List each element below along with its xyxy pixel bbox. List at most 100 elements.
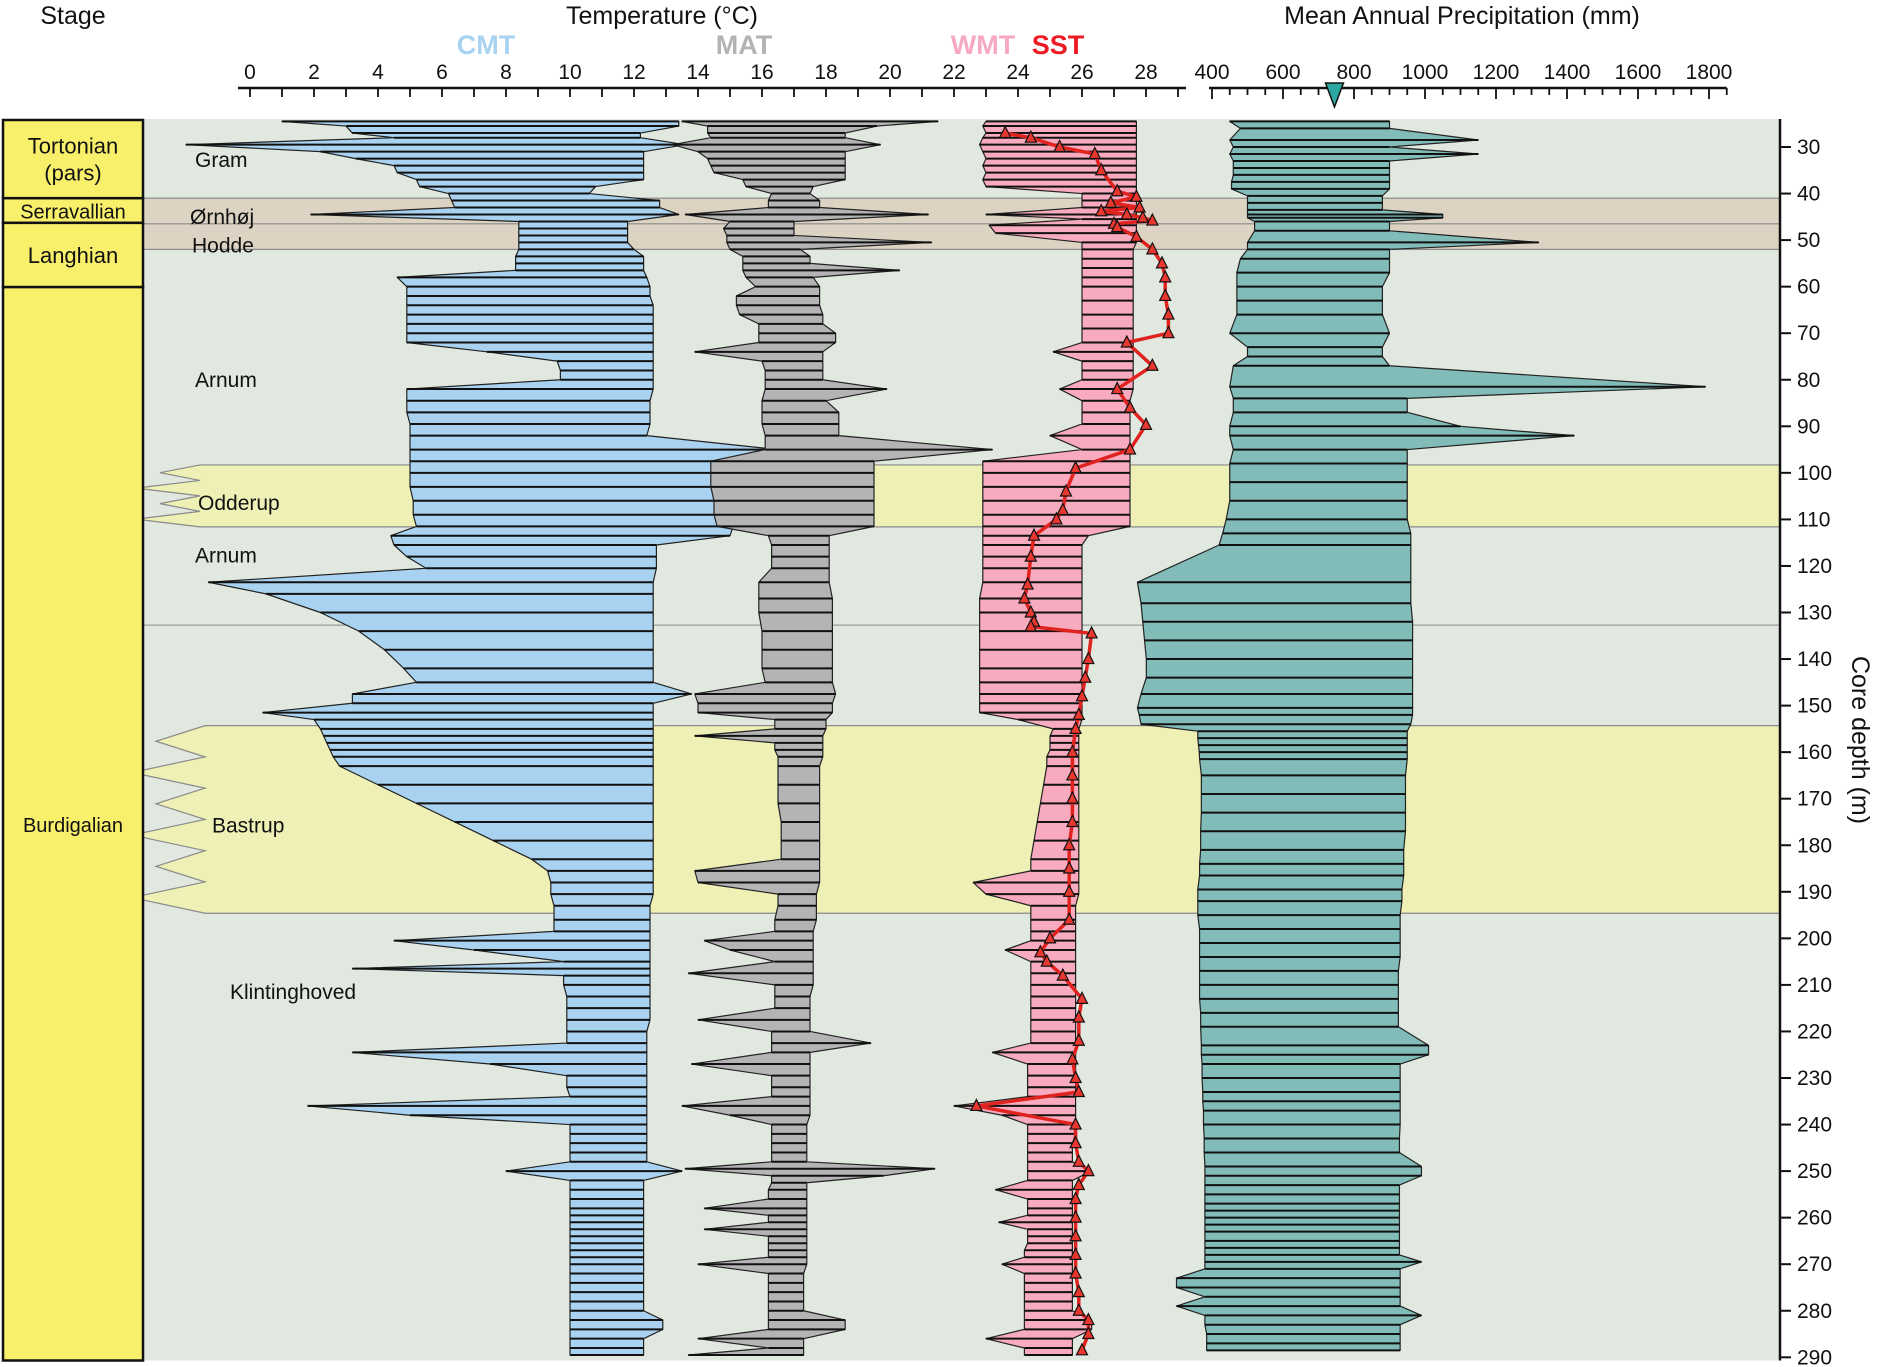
- formation-label: Gram: [195, 149, 248, 172]
- formation-label: Klintinghoved: [230, 981, 356, 1004]
- sst-triangle-marker: [1062, 911, 1076, 925]
- precipitation-range-area: [1136, 120, 1707, 1352]
- temperature-axis-title: Temperature (°C): [566, 2, 758, 30]
- sst-triangle-marker: [1085, 625, 1099, 639]
- temperature-tick-label: 22: [942, 61, 965, 84]
- wmt-range-area: [953, 120, 1137, 1356]
- wmt-series-label: WMT: [951, 30, 1016, 60]
- depth-tick-label: 210: [1797, 974, 1832, 997]
- depth-tick-label: 280: [1797, 1300, 1832, 1323]
- depth-tick-label: 250: [1797, 1160, 1832, 1183]
- sst-triangle-marker: [1069, 1116, 1083, 1130]
- precipitation-tick-label: 1600: [1615, 61, 1662, 84]
- cmt-range-area: [185, 120, 779, 1356]
- mat-range-area: [671, 120, 993, 1356]
- sst-triangle-marker: [1123, 399, 1137, 413]
- sst-triangle-marker: [1075, 688, 1089, 702]
- precipitation-tick-label: 1200: [1473, 61, 1520, 84]
- sst-triangle-marker: [1065, 744, 1079, 758]
- sst-triangle-marker: [1024, 548, 1038, 562]
- depth-tick-label: 220: [1797, 1020, 1832, 1043]
- sst-triangle-marker: [1069, 1191, 1083, 1205]
- sst-triangle-marker: [1158, 288, 1172, 302]
- sst-triangle-marker: [1155, 255, 1169, 269]
- depth-tick-label: 230: [1797, 1067, 1832, 1090]
- depth-tick-label: 170: [1797, 788, 1832, 811]
- sst-triangle-marker: [1024, 618, 1038, 632]
- sst-triangle-marker: [1053, 139, 1067, 153]
- sst-triangle-marker: [1059, 483, 1073, 497]
- sst-triangle-marker: [1133, 199, 1147, 213]
- sst-triangle-marker: [1072, 1009, 1086, 1023]
- sst-triangle-marker: [1069, 1265, 1083, 1279]
- sst-triangle-marker: [1062, 837, 1076, 851]
- sst-triangle-marker: [1072, 1084, 1086, 1098]
- sst-triangle-marker: [1120, 334, 1134, 348]
- sst-triangle-marker: [1123, 441, 1137, 455]
- sst-triangle-marker: [1049, 511, 1063, 525]
- sst-triangle-marker: [1065, 814, 1079, 828]
- depth-tick-label: 140: [1797, 648, 1832, 671]
- sst-triangle-marker: [1136, 209, 1150, 223]
- precipitation-tick-label: 1400: [1544, 61, 1591, 84]
- depth-tick-label: 200: [1797, 927, 1832, 950]
- precipitation-tick-label: 1000: [1402, 61, 1449, 84]
- sst-triangle-marker: [1072, 1032, 1086, 1046]
- temperature-tick-label: 26: [1070, 61, 1093, 84]
- formation-label: Odderup: [198, 492, 280, 515]
- modern-precipitation-marker: [1324, 82, 1345, 110]
- sst-triangle-marker: [1158, 269, 1172, 283]
- sst-triangle-marker: [1110, 183, 1124, 197]
- cmt-series-label: CMT: [457, 30, 516, 60]
- temperature-tick-label: 6: [436, 61, 448, 84]
- sst-triangle-marker: [1081, 651, 1095, 665]
- sst-triangle-marker: [1075, 1342, 1089, 1356]
- sst-triangle-marker: [1065, 1051, 1079, 1065]
- stage-column-title: Stage: [40, 2, 105, 30]
- temperature-tick-label: 10: [558, 61, 581, 84]
- depth-tick-label: 30: [1797, 136, 1820, 159]
- precipitation-tick-label: 600: [1265, 61, 1300, 84]
- sst-triangle-marker: [1139, 417, 1153, 431]
- sst-triangle-marker: [1072, 1177, 1086, 1191]
- sst-triangle-marker: [1062, 860, 1076, 874]
- sst-triangle-marker: [1110, 381, 1124, 395]
- stage-box: [1, 118, 145, 200]
- sst-triangle-marker: [1033, 944, 1047, 958]
- depth-tick-label: 180: [1797, 834, 1832, 857]
- temperature-tick-label: 16: [750, 61, 773, 84]
- sst-triangle-marker: [1021, 576, 1035, 590]
- temperature-tick-label: 18: [814, 61, 837, 84]
- precipitation-tick-label: 800: [1336, 61, 1371, 84]
- axes: 0 2 4 6 8 10 12 14 16 18 20 22 24 26 28 400 600 800 1000 12…: [238, 61, 1832, 1367]
- temperature-tick-label: 20: [878, 61, 901, 84]
- sst-triangle-marker: [969, 1098, 983, 1112]
- sst-triangle-marker: [1062, 883, 1076, 897]
- stage-label: (pars): [44, 161, 101, 186]
- temperature-tick-label: 14: [686, 61, 710, 84]
- depth-tick-label: 60: [1797, 276, 1820, 299]
- formation-label: Hodde: [192, 235, 254, 258]
- temperature-tick-label: 28: [1134, 61, 1157, 84]
- depth-tick-label: 260: [1797, 1207, 1832, 1230]
- sst-triangle-marker: [1081, 1312, 1095, 1326]
- formation-label: Bastrup: [212, 815, 284, 838]
- mat-series-label: MAT: [716, 30, 773, 60]
- stage-box: [1, 196, 145, 225]
- depth-tick-label: 110: [1797, 508, 1830, 531]
- sst-triangle-marker: [1145, 212, 1159, 226]
- sst-triangle-marker: [1069, 721, 1083, 734]
- precipitation-tick-label: 400: [1194, 61, 1229, 84]
- depth-tick-label: 120: [1797, 555, 1832, 578]
- depth-tick-label: 40: [1797, 183, 1820, 206]
- sst-triangle-marker: [1024, 604, 1038, 618]
- precipitation-tick-label: 1800: [1686, 61, 1733, 84]
- sst-triangle-marker: [1161, 306, 1175, 320]
- depth-tick-label: 100: [1797, 462, 1832, 485]
- stage-label: Serravallian: [20, 202, 126, 224]
- depth-tick-label: 130: [1797, 602, 1832, 625]
- sst-triangle-marker: [1043, 930, 1057, 944]
- sst-triangle-marker: [1075, 991, 1089, 1004]
- depth-tick-label: 80: [1797, 369, 1820, 392]
